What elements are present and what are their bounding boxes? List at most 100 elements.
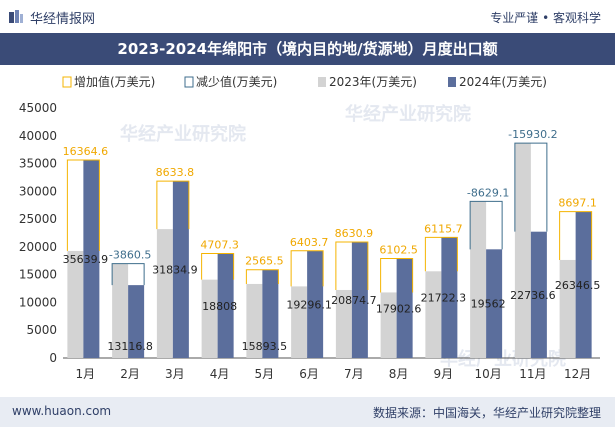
bar-2024 [396,258,413,358]
legend-label: 增加值(万美元) [74,74,155,89]
x-tick-label: 7月 [344,367,364,381]
x-tick-label: 12月 [564,367,591,381]
increase-label: 6403.7 [290,236,329,249]
increase-bracket [424,236,458,272]
value-label-2024: 13116.8 [107,340,153,353]
watermark-text: 华经产业研究院 [120,123,246,145]
legend-swatch-increase [62,76,72,88]
x-tick-label: 4月 [210,367,230,381]
x-tick-label: 10月 [474,367,501,381]
y-tick-label: 30000 [19,184,57,198]
increase-bracket [559,211,593,260]
decrease-bracket [514,142,548,232]
y-tick-label: 45000 [19,101,57,115]
decrease-bracket [469,200,503,250]
x-tick-label: 3月 [165,367,185,381]
decrease-label: -8629.1 [467,186,509,199]
website-link[interactable]: www.huaon.com [12,404,112,418]
x-tick-label: 2月 [120,367,140,381]
increase-label: 8697.1 [558,197,597,210]
bar-2024 [217,253,234,358]
increase-bracket [156,180,190,230]
x-tick-label: 8月 [389,367,409,381]
bar-2023 [514,143,531,358]
legend-swatch-2024 [448,77,456,87]
logo-icon [9,10,23,23]
decrease-label: -3860.5 [109,249,151,262]
value-label-2024: 31834.9 [152,264,198,277]
bar-2023 [67,250,84,358]
y-tick-label: 40000 [19,129,57,143]
y-tick-label: 10000 [19,295,57,309]
x-tick-label: 1月 [76,367,96,381]
x-tick-label: 5月 [255,367,275,381]
increase-label: 6115.7 [424,222,463,235]
bar-2023 [470,201,487,358]
bar-2024 [486,249,503,358]
increase-bracket [201,253,235,280]
bar-2023 [380,292,397,358]
value-label-2024: 21722.3 [421,292,467,305]
value-label-2024: 19296.1 [286,298,332,311]
bar-2024 [128,285,145,358]
decrease-bracket [111,263,145,286]
tagline: 专业严谨 • 客观科学 [490,11,601,25]
watermark-text: 华经产业研究院 [440,348,566,370]
y-tick-label: 20000 [19,240,57,254]
bar-2023 [156,229,173,358]
increase-label: 6102.5 [379,244,418,257]
value-label-2024: 18808 [202,300,237,313]
value-label-2024: 35639.9 [63,253,109,266]
increase-bracket [245,269,279,284]
x-tick-label: 9月 [434,367,454,381]
bar-2023 [112,263,129,358]
value-label-2024: 26346.5 [555,279,601,292]
legend-label: 减少值(万美元) [196,74,277,89]
bar-2024 [575,211,592,358]
footer-bar: www.huaon.com 数据来源：中国海关，华经产业研究院整理 [0,397,615,427]
legend-label: 2023年(万美元) [329,75,417,89]
value-label-2024: 20874.7 [331,294,377,307]
watermark-text: 华经产业研究院 [345,103,471,125]
title-bar: 2023-2024年绵阳市（境内目的地/货源地）月度出口额 [0,33,615,65]
data-source: 数据来源：中国海关，华经产业研究院整理 [372,406,601,420]
bar-2023 [246,283,263,358]
increase-label: 4707.3 [200,239,239,252]
legend-label: 2024年(万美元) [459,75,547,89]
chart-title: 2023-2024年绵阳市（境内目的地/货源地）月度出口额 [117,40,498,58]
increase-bracket [66,159,100,251]
value-label-2024: 19562 [471,298,506,311]
legend-swatch-decrease [184,76,194,88]
bar-2023 [425,271,442,358]
increase-bracket [290,250,324,287]
increase-label: 8633.8 [156,166,195,179]
y-tick-label: 15000 [19,268,57,282]
increase-label: 8630.9 [335,227,374,240]
y-tick-label: 5000 [26,323,57,337]
value-label-2024: 22736.6 [510,289,556,302]
x-tick-label: 11月 [519,367,546,381]
bar-2023 [291,286,308,358]
bar-2024 [441,237,458,358]
top-bar: 华经情报网 专业严谨 • 客观科学 [0,0,615,33]
decrease-label: -15930.2 [508,128,557,141]
y-tick-label: 25000 [19,212,57,226]
legend-swatch-2023 [318,77,326,87]
increase-label: 16364.6 [63,145,109,158]
y-tick-label: 0 [49,351,57,365]
value-label-2024: 17902.6 [376,302,422,315]
bar-2024 [262,269,279,358]
increase-label: 2565.5 [245,255,284,268]
increase-bracket [335,241,369,290]
brand-name: 华经情报网 [30,12,96,27]
bar-2024 [83,160,100,358]
bar-2023 [559,259,576,358]
value-label-2024: 15893.5 [242,340,288,353]
bar-2024 [172,181,189,358]
y-tick-label: 35000 [19,157,57,171]
bar-2023 [201,279,218,358]
x-tick-label: 6月 [299,367,319,381]
bar-2023 [335,289,352,358]
bar-2024 [530,231,547,358]
